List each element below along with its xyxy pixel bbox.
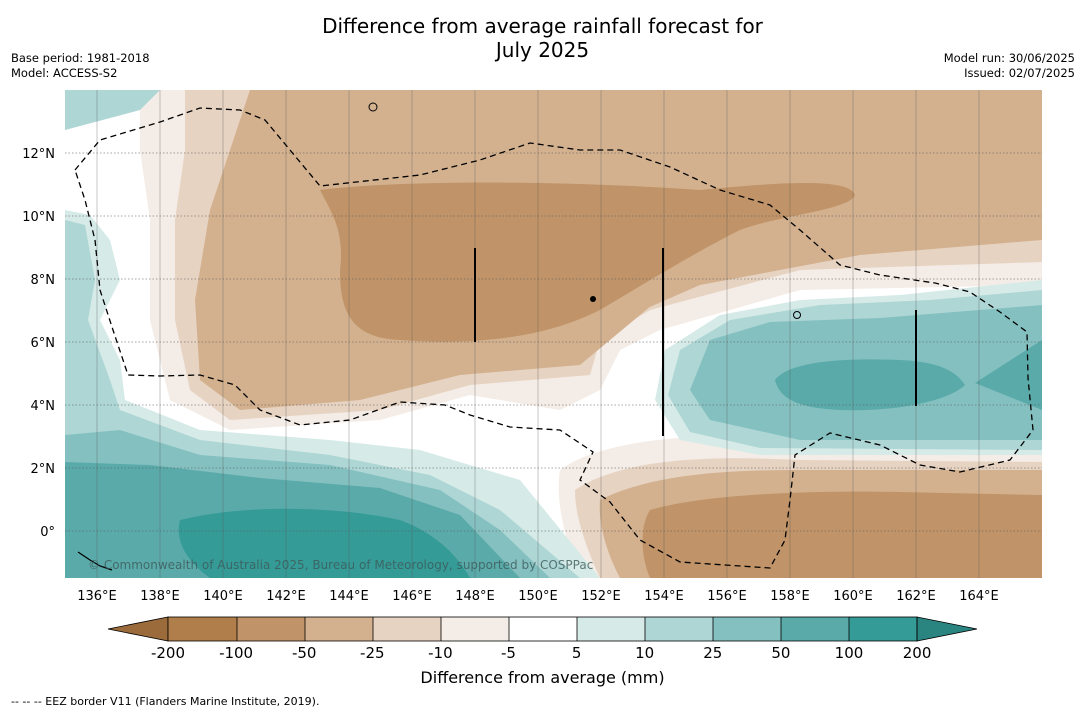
latitude-tick-label: 0° xyxy=(40,525,55,540)
longitude-tick-label: 146°E xyxy=(392,589,432,604)
eez-border xyxy=(74,107,1034,569)
latitude-tick-label: 4°N xyxy=(31,399,56,414)
colorbar-tick-label: 5 xyxy=(572,644,582,662)
issued-date: Issued: 02/07/2025 xyxy=(964,66,1075,80)
model-name: Model: ACCESS-S2 xyxy=(11,66,118,80)
copyright-text: © Commonwealth of Australia 2025, Bureau… xyxy=(88,558,594,572)
colorbar-tick-label: 50 xyxy=(771,644,790,662)
colorbar-tick-label: 200 xyxy=(903,644,932,662)
colorbar-tick-label: 10 xyxy=(635,644,654,662)
longitude-tick-label: 136°E xyxy=(77,589,117,604)
colorbar-title: Difference from average (mm) xyxy=(420,668,665,687)
colorbar xyxy=(107,616,978,642)
colorbar-labels: -200 -100 -50 -25 -10 -5 5 10 25 50 100 200 xyxy=(151,644,931,662)
latitude-tick-label: 10°N xyxy=(22,210,55,225)
latitude-tick-label: 12°N xyxy=(22,147,55,162)
longitude-tick-label: 148°E xyxy=(455,589,495,604)
colorbar-tick-label: -100 xyxy=(219,644,253,662)
eez-footnote: -- -- -- EEZ border V11 (Flanders Marine… xyxy=(11,695,320,708)
longitude-tick-label: 154°E xyxy=(644,589,684,604)
title-line-1: Difference from average rainfall forecas… xyxy=(322,14,763,38)
longitude-labels: 136°E 138°E 140°E 142°E 144°E 146°E 148°E 150°E… xyxy=(77,589,999,604)
map-title: Difference from average rainfall forecas… xyxy=(0,14,1085,62)
title-line-2: July 2025 xyxy=(495,38,590,62)
meta-right: Model run: 30/06/2025 Issued: 02/07/2025 xyxy=(944,51,1075,81)
longitude-tick-label: 152°E xyxy=(581,589,621,604)
longitude-tick-label: 156°E xyxy=(707,589,747,604)
colorbar-tick-label: -5 xyxy=(501,644,516,662)
longitude-tick-label: 164°E xyxy=(959,589,999,604)
longitude-tick-label: 138°E xyxy=(140,589,180,604)
longitude-tick-label: 150°E xyxy=(518,589,558,604)
model-run: Model run: 30/06/2025 xyxy=(943,51,1075,65)
colorbar-tick-label: -10 xyxy=(428,644,453,662)
meta-left: Base period: 1981-2018 Model: ACCESS-S2 xyxy=(11,51,150,81)
latitude-tick-label: 2°N xyxy=(31,462,56,477)
map-field xyxy=(65,90,1042,578)
base-period: Base period: 1981-2018 xyxy=(11,51,150,65)
longitude-tick-label: 162°E xyxy=(896,589,936,604)
colorbar-tick-label: 25 xyxy=(703,644,722,662)
latitude-labels: 12°N 10°N 8°N 6°N 4°N 2°N 0° xyxy=(22,147,55,540)
longitude-tick-label: 144°E xyxy=(329,589,369,604)
colorbar-tick-label: -200 xyxy=(151,644,185,662)
longitude-tick-label: 158°E xyxy=(770,589,810,604)
colorbar-tick-label: -50 xyxy=(292,644,317,662)
longitude-tick-label: 160°E xyxy=(833,589,873,604)
latitude-tick-label: 6°N xyxy=(31,336,56,351)
longitude-tick-label: 140°E xyxy=(203,589,243,604)
latitude-tick-label: 8°N xyxy=(31,273,56,288)
colorbar-tick-label: -25 xyxy=(360,644,385,662)
colorbar-tick-label: 100 xyxy=(835,644,864,662)
longitude-tick-label: 142°E xyxy=(266,589,306,604)
